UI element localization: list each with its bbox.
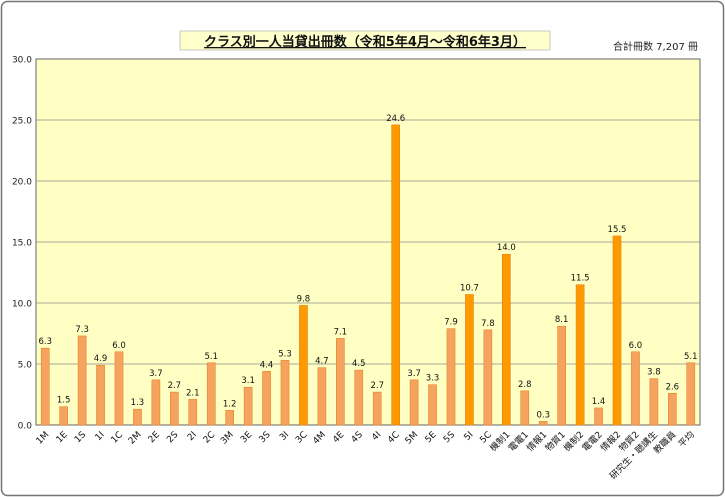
bar	[538, 421, 548, 426]
bar	[372, 391, 382, 426]
bar	[502, 253, 511, 426]
bar	[151, 379, 161, 426]
bar	[428, 384, 437, 426]
bar	[391, 124, 400, 426]
data-label: 14.0	[497, 243, 516, 253]
data-label: 4.4	[260, 360, 274, 370]
bar	[409, 379, 419, 426]
bar	[262, 371, 271, 426]
data-label: 7.8	[481, 319, 495, 329]
data-label: 1.2	[223, 399, 237, 409]
bar	[649, 378, 659, 426]
gridlines	[36, 119, 700, 365]
bar	[243, 386, 253, 426]
data-label: 5.3	[278, 349, 292, 359]
bar	[225, 410, 234, 426]
bar	[668, 393, 677, 426]
data-label: 3.1	[241, 376, 255, 386]
total-count-label: 合計冊数 7,207 冊	[613, 40, 698, 53]
bar	[631, 351, 640, 426]
value-labels: 6.3 1.5 7.3 4.9 6.0 1.3 3.7 2.7 2.1 5.1 1.2 3.1 4.4 5…	[38, 114, 697, 420]
data-label: 1.3	[131, 398, 145, 408]
y-tick-label: 0.0	[18, 422, 33, 432]
chart-title: クラス別一人当貸出冊数（令和5年4月～令和6年3月）	[204, 34, 526, 50]
data-label: 3.7	[407, 369, 421, 379]
bars	[40, 124, 696, 426]
data-label: 3.8	[647, 368, 661, 378]
data-label: 24.6	[386, 114, 405, 124]
data-label: 2.7	[168, 381, 182, 391]
bar	[96, 364, 105, 426]
y-tick-label: 5.0	[18, 361, 33, 371]
bar	[520, 390, 530, 426]
data-label: 11.5	[571, 274, 590, 284]
bar	[612, 235, 622, 426]
y-tick-label: 10.0	[12, 300, 32, 310]
data-label: 6.0	[629, 341, 643, 351]
data-label: 8.1	[555, 315, 569, 325]
data-label: 10.7	[460, 283, 479, 293]
y-tick-label: 30.0	[12, 56, 32, 66]
data-label: 9.8	[297, 294, 311, 304]
chart-title-box	[179, 30, 551, 51]
bar	[77, 335, 87, 426]
data-label: 2.6	[666, 382, 680, 392]
bar	[575, 284, 585, 426]
bar	[206, 362, 216, 426]
y-tick-label: 15.0	[12, 239, 32, 249]
bar	[336, 338, 345, 426]
data-label: 4.5	[352, 359, 366, 369]
bar	[40, 347, 50, 426]
data-label: 7.3	[75, 325, 89, 335]
data-label: 1.4	[592, 397, 606, 407]
bar	[354, 369, 364, 426]
bar	[483, 329, 493, 426]
bar	[114, 351, 124, 426]
y-tick-label: 20.0	[12, 178, 32, 188]
data-label: 1.5	[57, 396, 71, 406]
data-label: 2.1	[186, 388, 200, 398]
data-label: 2.8	[518, 380, 532, 390]
data-label: 3.7	[149, 369, 163, 379]
y-tick-label: 25.0	[12, 117, 32, 127]
data-label: 3.3	[426, 374, 440, 384]
bar	[59, 406, 68, 426]
bar	[446, 328, 456, 426]
bar	[170, 391, 179, 426]
data-label: 2.7	[370, 381, 384, 391]
data-label: 6.3	[38, 337, 52, 347]
data-label: 4.7	[315, 357, 329, 367]
bar	[686, 362, 696, 426]
data-label: 7.9	[444, 318, 458, 328]
bar	[280, 360, 290, 426]
data-label: 7.1	[334, 327, 348, 337]
y-axis-ticks: 0.0 5.0 10.0 15.0 20.0 25.0 30.0	[12, 56, 32, 432]
data-label: 15.5	[608, 225, 627, 235]
bar	[557, 325, 566, 426]
bar	[188, 399, 198, 426]
bar	[594, 407, 603, 426]
bar	[317, 367, 327, 426]
data-label: 5.1	[684, 352, 698, 362]
data-label: 0.3	[536, 410, 550, 420]
bar	[133, 408, 142, 426]
data-label: 6.0	[112, 341, 126, 351]
bar	[299, 305, 308, 426]
data-label: 4.9	[94, 354, 108, 364]
data-label: 5.1	[204, 352, 218, 362]
bar	[465, 294, 474, 426]
